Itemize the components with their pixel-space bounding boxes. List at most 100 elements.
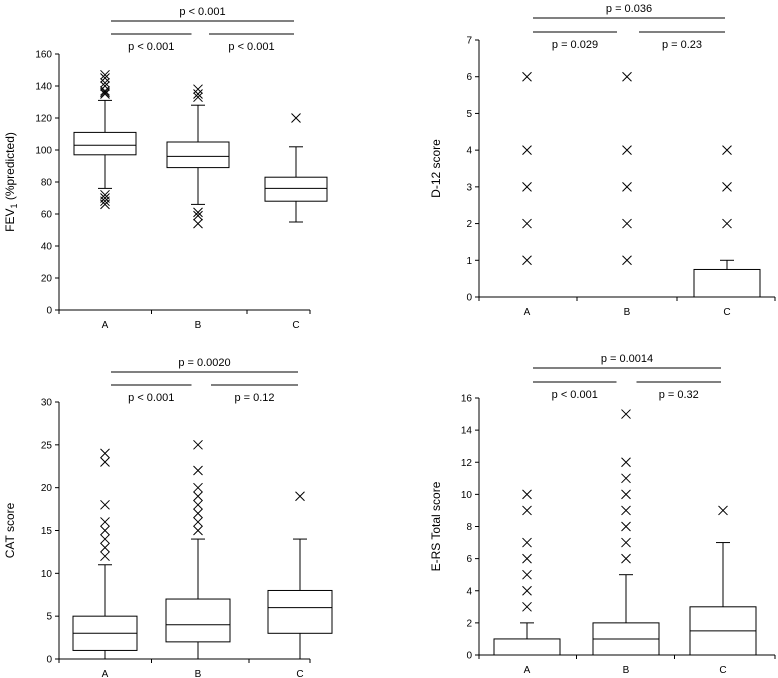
outlier-marker [522,601,532,612]
box-A [522,71,532,266]
box-B [592,409,660,656]
y-tick-label: 5 [46,612,52,623]
outlier-marker [193,491,203,502]
outlier-marker [193,89,203,99]
outlier-marker [193,525,203,536]
outlier-marker [722,145,732,155]
outlier-marker [622,71,632,82]
box-iqr [73,131,137,156]
box-B [166,84,230,229]
y-axis-label: FEV1 (%predicted) [3,132,19,232]
box-iqr [267,589,333,634]
x-tick-label: A [524,307,531,318]
outlier-marker [100,89,110,99]
outlier-marker [522,553,532,564]
outlier-marker [722,182,732,192]
x-tick-label: C [292,320,299,331]
outlier-marker [622,145,632,155]
x-tick-label: C [296,669,303,678]
x-tick-label: B [195,669,202,678]
outlier-marker [193,517,203,527]
x-tick-label: B [623,665,630,676]
x-tick-label: B [195,320,202,331]
box-iqr [693,268,761,298]
p-value-label: p = 0.0014 [601,353,653,365]
chart-panel-4: 0 2 4 6 8 10 12 14 16 A B C E-RS Total score p < 0.00… [429,353,776,676]
outlier-marker [621,409,631,419]
p-value-label: p = 0.12 [234,392,274,404]
outlier-marker [193,499,203,510]
outlier-marker [100,448,110,459]
outlier-marker [522,505,532,516]
y-tick-label: 3 [466,182,472,193]
box-iqr [166,141,230,169]
y-tick-label: 6 [466,72,472,83]
y-tick-label: 0 [466,651,472,662]
outlier-marker [621,457,631,468]
y-tick-label: 0 [46,655,52,666]
p-value-label: p < 0.001 [552,389,598,401]
outlier-marker [621,473,631,484]
y-tick-label: 20 [41,483,53,494]
y-tick-label: 16 [461,394,473,405]
y-tick-label: 40 [41,242,53,253]
outlier-marker [621,553,631,564]
y-tick-label: 12 [461,458,473,469]
box-A [493,489,561,656]
outlier-marker [622,218,632,229]
y-tick-label: 1 [466,256,472,267]
y-tick-label: 15 [41,526,53,537]
p-value-label: p < 0.001 [128,392,174,404]
outlier-marker [522,255,532,266]
box-iqr [264,176,328,202]
y-tick-label: 25 [41,440,53,451]
outlier-marker [193,92,203,103]
outlier-marker [100,534,110,544]
outlier-marker [622,182,632,192]
y-tick-label: 2 [466,219,472,230]
chart-panel-1: 0 20 40 60 80 100 120 140 160 A B C FEV1 (%predicted… [3,6,328,331]
p-value-label: p = 0.0020 [178,357,230,369]
p-value-label: p = 0.029 [552,39,598,51]
x-tick-label: C [723,307,730,318]
y-axis-label: CAT score [3,502,17,558]
y-tick-label: 4 [466,146,472,157]
box-C [264,113,328,223]
y-tick-label: 8 [466,522,472,533]
p-value-label: p = 0.23 [662,39,702,51]
outlier-marker [522,537,532,548]
outlier-marker [100,77,110,88]
outlier-marker [291,113,301,123]
box-B [622,71,632,266]
outlier-marker [522,569,532,580]
y-axis-label: D-12 score [429,139,443,198]
outlier-marker [522,145,532,155]
outlier-marker [522,489,532,500]
box-B [165,439,231,660]
x-tick-label: C [719,665,726,676]
outlier-marker [100,73,110,83]
chart-panel-3: 0 5 10 15 20 25 30 A B C CAT score p < 0.001 p = 0.1… [3,357,333,678]
outlier-marker [100,85,110,96]
outlier-marker [100,457,110,467]
outlier-marker [100,525,110,536]
p-value-label: p < 0.001 [179,6,225,18]
outlier-marker [100,542,110,553]
box-A [73,69,137,210]
outlier-marker [718,505,728,516]
y-tick-label: 2 [466,618,472,629]
y-tick-label: 160 [35,50,52,61]
box-C [689,505,757,656]
y-tick-label: 100 [35,146,52,157]
box-A [72,448,138,660]
outlier-marker [100,189,110,200]
y-tick-label: 20 [41,274,53,285]
x-tick-label: A [102,669,109,678]
y-axis-label: E-RS Total score [429,481,443,571]
y-tick-label: 0 [466,293,472,304]
outlier-marker [522,585,532,596]
outlier-marker [522,218,532,229]
y-tick-label: 10 [461,490,473,501]
p-value-label: p = 0.32 [659,389,699,401]
